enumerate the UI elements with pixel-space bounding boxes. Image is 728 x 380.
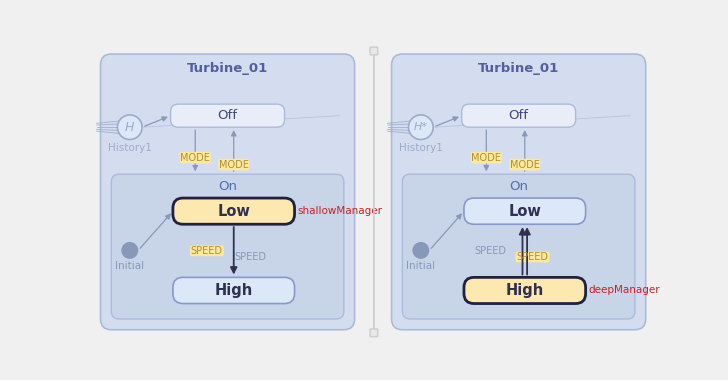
FancyBboxPatch shape <box>464 198 585 224</box>
FancyBboxPatch shape <box>173 198 295 224</box>
FancyBboxPatch shape <box>370 329 378 337</box>
FancyBboxPatch shape <box>471 152 502 163</box>
FancyBboxPatch shape <box>111 174 344 319</box>
FancyBboxPatch shape <box>515 252 550 262</box>
Text: MODE: MODE <box>181 153 210 163</box>
FancyBboxPatch shape <box>234 252 268 262</box>
Text: H*: H* <box>414 122 428 132</box>
FancyBboxPatch shape <box>180 152 210 163</box>
Text: deepManager: deepManager <box>589 285 660 296</box>
Text: shallowManager: shallowManager <box>298 206 383 216</box>
Text: Turbine_01: Turbine_01 <box>478 62 559 75</box>
FancyBboxPatch shape <box>170 104 285 127</box>
Text: History1: History1 <box>399 142 443 153</box>
Circle shape <box>117 115 142 139</box>
FancyBboxPatch shape <box>403 174 635 319</box>
Text: Off: Off <box>509 109 529 122</box>
Text: Low: Low <box>508 204 541 218</box>
FancyBboxPatch shape <box>218 159 249 170</box>
FancyBboxPatch shape <box>464 277 585 304</box>
Text: H: H <box>125 121 135 134</box>
FancyBboxPatch shape <box>190 245 223 256</box>
FancyBboxPatch shape <box>173 277 295 304</box>
FancyBboxPatch shape <box>462 104 576 127</box>
Text: High: High <box>506 283 544 298</box>
Text: SPEED: SPEED <box>234 252 266 262</box>
Text: MODE: MODE <box>219 160 249 169</box>
FancyBboxPatch shape <box>510 159 540 170</box>
FancyBboxPatch shape <box>370 47 378 55</box>
Text: SPEED: SPEED <box>516 252 548 262</box>
Circle shape <box>412 242 430 259</box>
FancyBboxPatch shape <box>473 245 507 256</box>
Text: On: On <box>218 180 237 193</box>
Circle shape <box>122 242 138 259</box>
Text: Low: Low <box>217 204 250 218</box>
Text: Turbine_01: Turbine_01 <box>187 62 268 75</box>
Text: History1: History1 <box>108 142 151 153</box>
FancyBboxPatch shape <box>392 54 646 330</box>
Text: Off: Off <box>218 109 237 122</box>
Text: Initial: Initial <box>115 261 144 271</box>
FancyBboxPatch shape <box>100 54 355 330</box>
Text: SPEED: SPEED <box>474 246 506 256</box>
Text: On: On <box>509 180 528 193</box>
Circle shape <box>408 115 433 139</box>
Text: MODE: MODE <box>510 160 539 169</box>
Text: MODE: MODE <box>471 153 501 163</box>
Text: Initial: Initial <box>406 261 435 271</box>
Text: High: High <box>215 283 253 298</box>
Text: SPEED: SPEED <box>191 246 223 256</box>
